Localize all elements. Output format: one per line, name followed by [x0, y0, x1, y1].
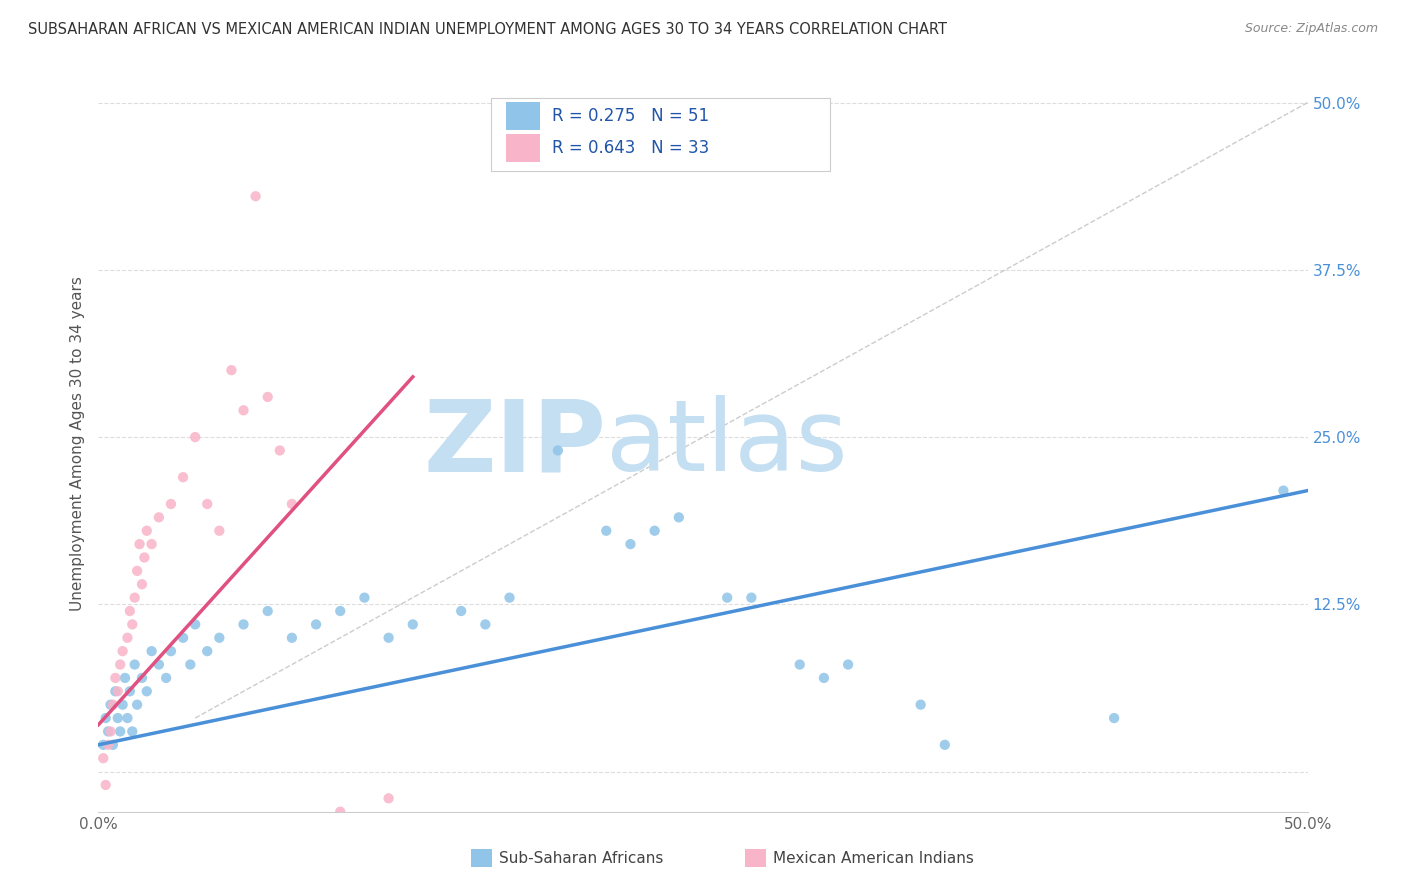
Point [256, 604, 278, 618]
Point [135, 524, 157, 538]
Point [740, 591, 762, 605]
Text: R = 0.643   N = 33: R = 0.643 N = 33 [551, 139, 709, 157]
Text: Source: ZipAtlas.com: Source: ZipAtlas.com [1244, 22, 1378, 36]
Text: Sub-Saharan Africans: Sub-Saharan Africans [499, 851, 664, 865]
Point [450, 604, 472, 618]
Point [281, 497, 304, 511]
Point [127, 564, 149, 578]
Point [134, 550, 156, 565]
Point [94, 711, 117, 725]
Point [118, 684, 141, 698]
Point [111, 698, 134, 712]
Point [104, 671, 127, 685]
Point [377, 791, 399, 805]
Point [91, 751, 114, 765]
Point [498, 591, 520, 605]
Point [111, 644, 134, 658]
Point [232, 403, 254, 417]
Point [160, 644, 183, 658]
Point [329, 805, 352, 819]
Point [141, 537, 163, 551]
Point [644, 524, 666, 538]
Point [127, 698, 149, 712]
Point [179, 657, 201, 672]
Point [813, 671, 835, 685]
Point [232, 617, 254, 632]
Point [131, 671, 153, 685]
Point [619, 537, 641, 551]
Point [329, 604, 352, 618]
FancyBboxPatch shape [492, 98, 830, 171]
Point [934, 738, 956, 752]
Point [97, 724, 120, 739]
FancyBboxPatch shape [506, 103, 540, 130]
Point [1102, 711, 1125, 725]
Point [595, 524, 617, 538]
Point [108, 657, 131, 672]
Point [281, 631, 304, 645]
Point [668, 510, 690, 524]
Point [124, 657, 146, 672]
Point [155, 671, 177, 685]
Point [117, 711, 139, 725]
Point [91, 738, 114, 752]
Point [208, 631, 231, 645]
Point [148, 510, 170, 524]
Point [195, 644, 218, 658]
Point [97, 738, 120, 752]
Point [172, 631, 194, 645]
Point [107, 711, 129, 725]
Point [117, 631, 139, 645]
Point [837, 657, 859, 672]
Point [910, 698, 932, 712]
Point [128, 537, 150, 551]
Point [377, 631, 399, 645]
Text: atlas: atlas [606, 395, 848, 492]
Point [221, 363, 243, 377]
Text: SUBSAHARAN AFRICAN VS MEXICAN AMERICAN INDIAN UNEMPLOYMENT AMONG AGES 30 TO 34 Y: SUBSAHARAN AFRICAN VS MEXICAN AMERICAN I… [28, 22, 948, 37]
Point [353, 591, 375, 605]
Point [121, 724, 143, 739]
Point [184, 617, 207, 632]
Point [100, 724, 122, 739]
Point [101, 698, 124, 712]
Point [121, 617, 143, 632]
Point [100, 698, 122, 712]
Point [118, 604, 141, 618]
Point [789, 657, 811, 672]
Point [256, 390, 278, 404]
Point [108, 724, 131, 739]
Point [269, 443, 291, 458]
Point [195, 497, 218, 511]
Point [101, 738, 124, 752]
Point [245, 189, 267, 203]
Point [172, 470, 194, 484]
Point [104, 684, 127, 698]
Point [305, 617, 328, 632]
Point [141, 644, 163, 658]
Point [124, 591, 146, 605]
Point [402, 617, 425, 632]
Point [135, 684, 157, 698]
FancyBboxPatch shape [506, 134, 540, 162]
Point [160, 497, 183, 511]
Point [716, 591, 738, 605]
Text: ZIP: ZIP [423, 395, 606, 492]
Y-axis label: Unemployment Among Ages 30 to 34 years: Unemployment Among Ages 30 to 34 years [69, 277, 84, 611]
Point [547, 443, 569, 458]
Point [131, 577, 153, 591]
Point [148, 657, 170, 672]
Point [1272, 483, 1295, 498]
Point [94, 778, 117, 792]
Point [474, 617, 496, 632]
Point [107, 684, 129, 698]
Text: Mexican American Indians: Mexican American Indians [773, 851, 974, 865]
Point [208, 524, 231, 538]
Point [114, 671, 136, 685]
Text: R = 0.275   N = 51: R = 0.275 N = 51 [551, 107, 709, 125]
Point [184, 430, 207, 444]
